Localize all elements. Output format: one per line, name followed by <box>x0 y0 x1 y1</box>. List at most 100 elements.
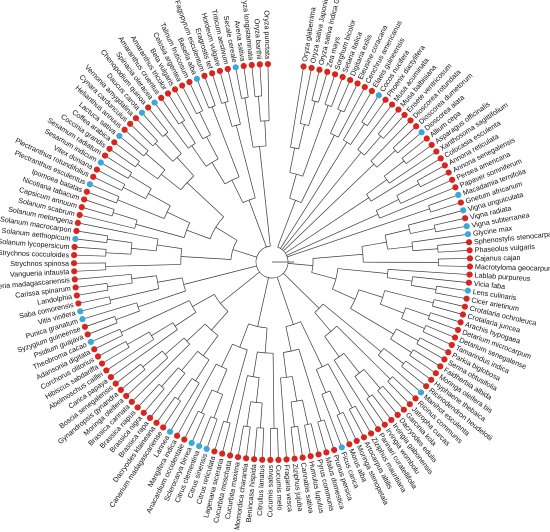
tree-branch <box>247 375 260 378</box>
tip-marker <box>331 446 338 454</box>
tree-branch <box>383 348 404 364</box>
tip-marker <box>459 311 467 318</box>
tree-branch <box>390 338 412 353</box>
tree-branch <box>324 336 340 358</box>
tip-marker <box>283 456 290 463</box>
tree-branch <box>377 133 384 139</box>
tree-branch <box>186 323 206 342</box>
tree-branch <box>107 282 133 288</box>
tree-branch <box>350 308 394 335</box>
tree-branch <box>92 185 120 197</box>
tree-branch <box>283 163 375 252</box>
tree-branch <box>235 70 242 99</box>
tree-branch <box>411 276 413 286</box>
tree-branch <box>131 248 157 252</box>
tip-marker <box>111 139 118 146</box>
tree-branch <box>377 111 397 135</box>
tip-label: Cucumis sativus <box>265 465 274 518</box>
tip-marker <box>76 211 83 219</box>
tree-branch <box>343 353 360 374</box>
tree-branch <box>435 226 464 233</box>
tip-label: Citrullus lanatus <box>255 464 267 516</box>
tip-marker <box>428 376 435 383</box>
tree-branch <box>430 312 458 322</box>
tree-branch <box>183 88 197 114</box>
tree-branch <box>282 352 287 378</box>
tree-branch <box>99 170 126 185</box>
tree-branch <box>164 400 181 426</box>
tip-marker <box>460 207 467 214</box>
tree-branch <box>272 353 275 429</box>
tree-branch <box>342 93 371 141</box>
tree-branch <box>432 305 461 315</box>
tree-branch <box>77 274 132 280</box>
tip-marker <box>234 453 242 461</box>
tree-branch <box>311 272 336 280</box>
tree-branch <box>224 102 233 127</box>
tip-marker <box>466 263 474 270</box>
tree-branch <box>230 375 248 453</box>
tip-marker <box>445 349 452 356</box>
tree-branch <box>84 207 113 217</box>
tip-marker <box>72 284 79 291</box>
tip-marker <box>98 360 106 367</box>
tree-branch <box>78 238 107 243</box>
tree-branch <box>156 104 189 149</box>
tree-branch <box>316 363 329 370</box>
tree-branch <box>364 135 382 156</box>
tip-marker <box>394 411 401 419</box>
tree-branch <box>135 223 185 238</box>
tree-branch <box>232 249 257 258</box>
tip-marker <box>227 452 234 459</box>
tip-marker <box>291 455 298 462</box>
tip-marker <box>181 436 188 443</box>
tree-branch <box>128 357 169 395</box>
tree-branch <box>78 283 108 288</box>
tip-marker <box>400 406 407 413</box>
tip-marker <box>94 353 102 360</box>
tree-branch <box>122 369 146 389</box>
tip-marker <box>106 145 113 152</box>
tree-branch <box>310 423 319 452</box>
tip-marker <box>78 204 85 211</box>
tree-branch <box>262 428 265 457</box>
tree-branch <box>354 405 370 432</box>
tree-branch <box>100 341 126 356</box>
tree-branch <box>412 248 438 252</box>
tree-branch <box>130 274 133 284</box>
tip-marker <box>259 456 266 463</box>
tree-branch <box>396 183 420 196</box>
tip-marker <box>203 445 210 453</box>
tip-marker <box>466 247 473 254</box>
tip-marker <box>242 455 250 462</box>
tip-marker <box>71 268 78 275</box>
tip-marker <box>193 75 200 82</box>
tree-branch <box>438 265 467 267</box>
tree-branch <box>79 231 108 237</box>
tip-marker <box>71 251 78 259</box>
tree-branch <box>132 125 154 147</box>
tree-branch <box>384 160 405 177</box>
tree-branch <box>180 256 232 260</box>
tree-branch <box>397 133 420 154</box>
tip-label: Strychnos cocculoides <box>0 248 70 260</box>
tree-branch <box>405 146 430 164</box>
tip-marker <box>381 421 388 428</box>
tip-marker <box>171 86 179 93</box>
tree-branch <box>299 70 312 124</box>
tree-branch <box>235 125 256 199</box>
tree-branch <box>77 254 106 257</box>
tree-branch <box>392 128 415 149</box>
tree-branch <box>181 122 196 144</box>
tip-label: Cajanus cajan <box>475 253 521 263</box>
tip-marker <box>423 383 430 390</box>
tree-branch <box>142 350 163 368</box>
tree-branch <box>169 95 185 121</box>
tip-label: Strychnos spinosa <box>10 259 69 268</box>
tip-label: Fragaria vesca <box>282 464 294 512</box>
tip-marker <box>107 374 114 381</box>
tip-marker <box>188 439 195 447</box>
tree-branch <box>348 409 363 435</box>
tip-marker <box>466 271 473 278</box>
